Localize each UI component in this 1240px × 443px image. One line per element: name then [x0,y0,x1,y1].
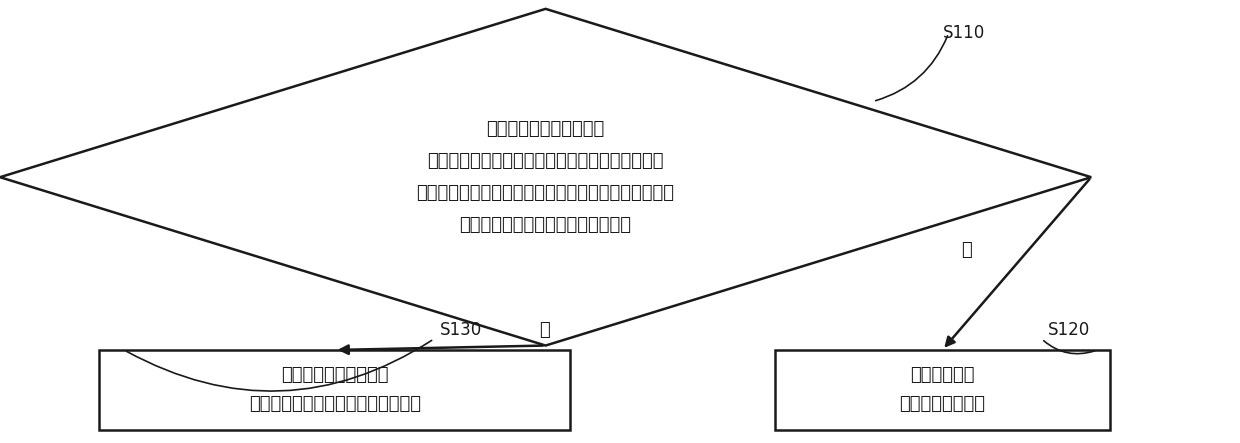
Text: S110: S110 [942,24,985,43]
Text: 当终端接收到所述终端的当前操作体: 当终端接收到所述终端的当前操作体 [460,216,631,234]
Bar [99,350,570,430]
Text: S120: S120 [1048,321,1090,339]
Text: 预设的判定规则判定所述终端的当前操作体的身份: 预设的判定规则判定所述终端的当前操作体的身份 [428,152,663,170]
Text: 否: 否 [539,321,551,339]
Text: S130: S130 [440,321,482,339]
Text: 所述终端正常执行: 所述终端正常执行 [899,395,986,413]
Text: 输入的用于关闭通信连接的操作指令时，所述终端根据: 输入的用于关闭通信连接的操作指令时，所述终端根据 [417,184,675,202]
Text: 所述操作指令: 所述操作指令 [910,366,975,385]
Text: 所述终端根据所述操作指令进入预设: 所述终端根据所述操作指令进入预设 [249,395,420,413]
Bar [775,350,1110,430]
Text: 的伪关闭通信连接状态: 的伪关闭通信连接状态 [281,366,388,385]
Text: 是: 是 [961,241,972,259]
Text: 是否是所述终端的所有者: 是否是所述终端的所有者 [486,120,605,138]
Polygon shape [0,9,1091,346]
